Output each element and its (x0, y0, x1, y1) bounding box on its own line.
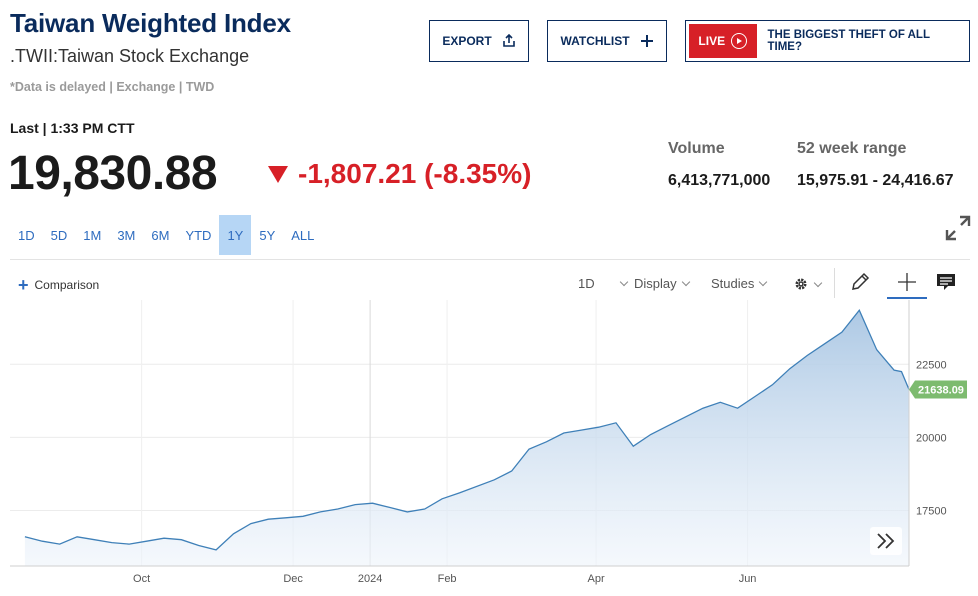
settings-gear-icon (795, 278, 807, 290)
watchlist-button[interactable]: WATCHLIST (547, 20, 667, 62)
last-price: 19,830.88 (8, 147, 218, 200)
range-3m[interactable]: 3M (117, 227, 136, 243)
exchange-subtitle: .TWII:Taiwan Stock Exchange (10, 46, 250, 66)
week-range-value: 15,975.91 - 24,416.67 (797, 172, 954, 189)
range-1d[interactable]: 1D (18, 227, 35, 243)
plus-icon (640, 35, 653, 47)
x-tick-label: Oct (133, 573, 150, 585)
expand-icon[interactable] (944, 214, 972, 242)
x-tick-label: Dec (283, 573, 303, 585)
range-6m[interactable]: 6M (151, 227, 170, 243)
volume-value: 6,413,771,000 (668, 172, 771, 189)
range-1y[interactable]: 1Y (219, 215, 252, 255)
last-price-tag (909, 380, 967, 399)
last-trade-time: Last | 1:33 PM CTT (10, 120, 135, 136)
range-ytd[interactable]: YTD (185, 227, 212, 243)
display-dropdown[interactable]: Display (634, 276, 690, 291)
live-promo-text: THE BIGGEST THEFT OF ALL TIME? (767, 29, 930, 53)
price-area (24, 310, 909, 566)
range-5d[interactable]: 5D (50, 227, 68, 243)
fast-forward-icon (877, 533, 895, 549)
x-tick-label: Apr (588, 573, 605, 585)
x-tick-label: Feb (438, 573, 457, 585)
page-title: Taiwan Weighted Index (10, 8, 291, 38)
export-button-label: EXPORT (442, 34, 492, 48)
play-icon (731, 33, 748, 49)
live-badge-label: LIVE (698, 34, 726, 48)
crosshair-icon[interactable] (895, 270, 919, 294)
chevron-down-icon (681, 277, 690, 287)
data-delay-note: *Data is delayed | Exchange | TWD (10, 80, 215, 94)
toolbar-separator (834, 268, 835, 298)
live-promo-button[interactable]: LIVE THE BIGGEST THEFT OF ALL TIME? (685, 20, 970, 62)
pencil-draw-icon[interactable] (848, 270, 872, 294)
last-price-tag-label: 21638.09 (918, 385, 964, 397)
range-1m[interactable]: 1M (83, 227, 102, 243)
export-button[interactable]: EXPORT (429, 20, 529, 62)
crosshair-active-indicator (887, 297, 927, 299)
chevron-down-icon (813, 278, 823, 287)
range-5y[interactable]: 5Y (259, 227, 276, 243)
range-all[interactable]: ALL (291, 227, 315, 243)
x-tick-label: Jun (739, 573, 757, 585)
y-tick-label: 17500 (916, 505, 947, 517)
comment-icon[interactable] (934, 270, 958, 294)
y-tick-label: 20000 (916, 432, 947, 444)
chevron-down-icon (759, 277, 768, 287)
time-range-selector: 1D 5D 1M 3M 6M YTD 1Y 5Y ALL (10, 215, 322, 255)
export-icon (502, 34, 515, 47)
settings-dropdown[interactable] (793, 276, 823, 292)
week-range-label: 52 week range (797, 140, 907, 157)
comparison-label: Comparison (34, 278, 100, 292)
x-tick-label: 2024 (358, 573, 382, 585)
studies-label: Studies (711, 276, 755, 291)
comparison-button[interactable]: + Comparison (18, 275, 100, 295)
plus-icon: + (18, 275, 29, 295)
down-arrow-icon (268, 165, 288, 183)
y-tick-label: 22500 (916, 359, 947, 371)
interval-dropdown[interactable]: 1D (578, 276, 628, 291)
interval-label: 1D (578, 276, 595, 291)
price-chart[interactable]: 17500 20000 22500 Oct Dec 2024 Feb Apr Jun 21638.… (0, 300, 978, 596)
price-change: -1,807.21 (-8.35%) (268, 158, 531, 190)
price-line (24, 308, 910, 551)
chevron-down-icon (619, 277, 628, 287)
display-label: Display (634, 276, 677, 291)
toolbar-divider (10, 259, 970, 260)
live-badge: LIVE (689, 24, 757, 58)
price-change-value: -1,807.21 (-8.35%) (298, 158, 532, 189)
studies-dropdown[interactable]: Studies (711, 276, 768, 291)
watchlist-button-label: WATCHLIST (560, 34, 630, 48)
volume-label: Volume (668, 140, 725, 157)
